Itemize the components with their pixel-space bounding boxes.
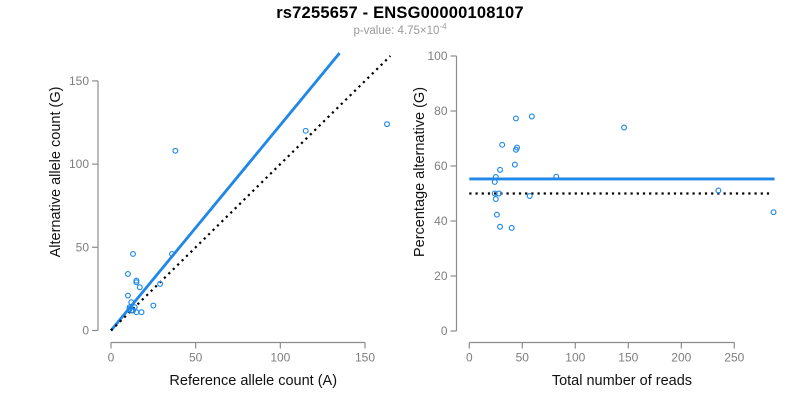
- y-tick-label: 100: [69, 157, 89, 171]
- data-point: [512, 115, 519, 122]
- data-point: [553, 173, 560, 180]
- right-scatter-panel: 0 20 40 60 80 100 0 50 100 150 200 250 Total number …: [412, 49, 777, 389]
- data-point: [138, 309, 145, 316]
- y-tick-label: 50: [76, 240, 90, 254]
- plot-subtitle: p-value: 4.75×10-4: [0, 22, 800, 37]
- data-point: [496, 190, 502, 197]
- data-point: [136, 284, 143, 291]
- data-point: [497, 166, 504, 173]
- x-tick-label: 100: [565, 351, 585, 365]
- data-point: [124, 270, 131, 277]
- data-point: [511, 161, 518, 168]
- y-tick-label: 0: [441, 324, 448, 338]
- data-point: [499, 141, 506, 148]
- y-tick-label: 80: [434, 104, 448, 118]
- data-point: [124, 292, 131, 299]
- x-tick-label: 50: [516, 351, 530, 365]
- data-point: [130, 250, 136, 257]
- y-tick-label: 150: [69, 74, 89, 88]
- y-axis-title: Alternative allele count (G): [48, 87, 64, 258]
- data-point: [492, 196, 499, 202]
- y-axis-title: Percentage alternative (G): [412, 87, 428, 257]
- data-point: [493, 211, 500, 218]
- y-tick-label: 0: [82, 324, 89, 338]
- data-point: [526, 193, 533, 199]
- y-tick-label: 60: [434, 159, 448, 173]
- plot-title: rs7255657 - ENSG00000108107: [276, 4, 524, 22]
- data-point: [384, 121, 390, 128]
- data-point: [491, 178, 498, 185]
- data-point: [508, 224, 515, 231]
- x-axis-title: Total number of reads: [552, 373, 692, 389]
- data-point: [497, 223, 504, 230]
- data-point: [770, 209, 777, 216]
- x-tick-label: 100: [270, 351, 290, 365]
- x-tick-label: 250: [724, 351, 744, 365]
- fit-line: [109, 52, 341, 332]
- data-point: [621, 124, 628, 131]
- y-tick-label: 100: [427, 49, 447, 63]
- data-point: [514, 144, 520, 151]
- data-point: [128, 299, 135, 306]
- x-tick-label: 0: [108, 351, 115, 365]
- x-tick-label: 50: [189, 351, 203, 365]
- left-scatter-panel: 0 50 100 150 0 50 100 150 Reference allele count…: [48, 52, 392, 389]
- data-point: [715, 187, 722, 194]
- y-tick-label: 20: [434, 269, 448, 283]
- data-point: [157, 280, 164, 287]
- data-point: [528, 113, 535, 120]
- pvalue-exponent: -4: [439, 22, 447, 32]
- x-tick-label: 0: [466, 351, 473, 365]
- data-point: [168, 250, 175, 257]
- x-tick-label: 150: [355, 351, 375, 365]
- data-point: [150, 302, 157, 309]
- identity-line: [110, 55, 392, 332]
- data-point: [172, 147, 179, 154]
- data-point: [133, 277, 140, 284]
- x-axis-title: Reference allele count (A): [169, 373, 337, 389]
- pvalue-text: p-value: 4.75×10: [353, 25, 440, 37]
- data-point: [302, 127, 309, 134]
- x-tick-label: 200: [671, 351, 691, 365]
- y-tick-label: 40: [434, 214, 448, 228]
- x-tick-label: 150: [618, 351, 638, 365]
